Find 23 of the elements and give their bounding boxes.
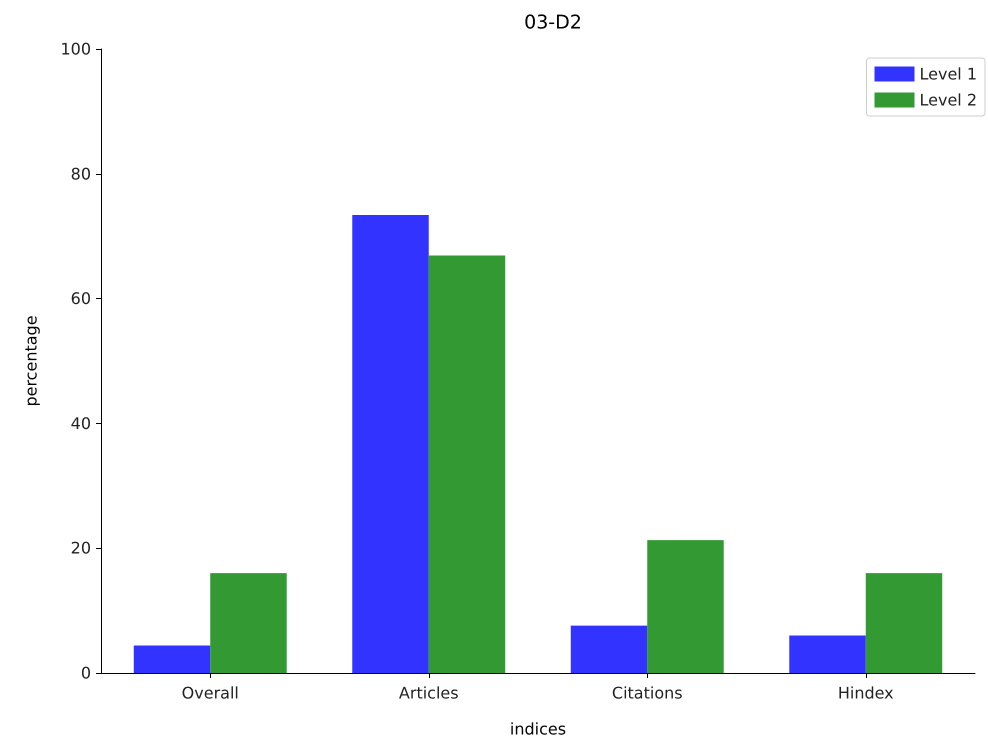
- bar: [789, 636, 866, 673]
- y-tick-label: 80: [70, 164, 91, 184]
- chart-title: 03-D2: [524, 12, 582, 34]
- x-tick-label: Articles: [398, 684, 459, 702]
- bar: [647, 540, 724, 673]
- bar: [134, 646, 210, 673]
- y-tick-label: 60: [70, 289, 91, 308]
- y-tick-label: 40: [70, 414, 91, 433]
- bar: [428, 256, 506, 673]
- legend-label: Level 2: [920, 90, 977, 110]
- x-tick-label: Hindex: [838, 684, 894, 702]
- x-tick-label: Citations: [612, 684, 683, 702]
- bar: [570, 626, 648, 673]
- legend-label: Level 1: [920, 64, 977, 84]
- bar: [866, 573, 942, 673]
- y-axis-title: percentage: [22, 315, 40, 407]
- x-axis-title: indices: [510, 720, 566, 738]
- x-tick-label: Overall: [182, 684, 239, 702]
- y-tick-label: 0: [80, 664, 91, 682]
- y-tick-label: 100: [60, 40, 91, 58]
- bar: [352, 214, 429, 673]
- bar: [210, 573, 287, 673]
- y-tick-label: 20: [70, 538, 91, 558]
